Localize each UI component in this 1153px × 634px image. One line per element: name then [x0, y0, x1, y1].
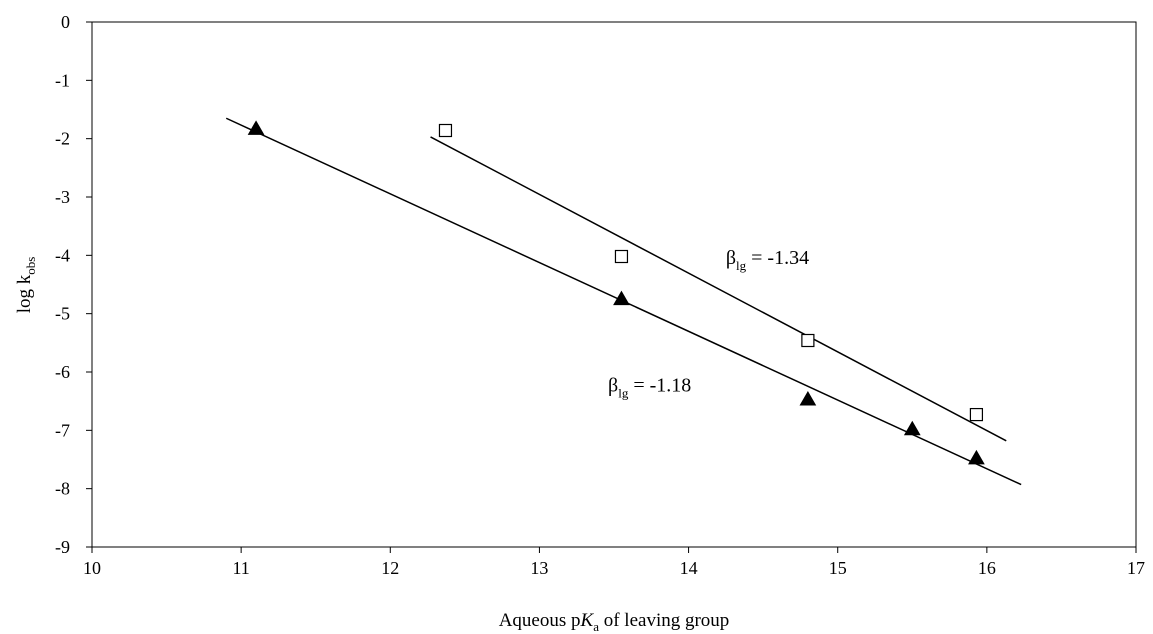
x-tick-label: 12	[381, 558, 399, 578]
plot-area	[91, 21, 1137, 548]
trendline-0	[430, 136, 1007, 442]
x-tick-label: 10	[83, 558, 101, 578]
axis-ticks: 10 11 12 13 14 15 16 17 0 -1 -2 -3 -4 -5 -6 -7 -8 -9	[55, 12, 1145, 578]
filled-triangle-point	[247, 120, 265, 135]
y-tick-label: -5	[55, 304, 70, 324]
filled-triangle-point	[903, 420, 921, 436]
open-square-point	[969, 407, 984, 422]
y-tick-label: -1	[55, 70, 70, 90]
x-axis-title: Aqueous pKa of leaving group	[499, 610, 730, 634]
x-tick-label: 14	[680, 558, 698, 578]
x-tick-label: 15	[829, 558, 847, 578]
data-points	[247, 120, 985, 465]
y-tick-label: -4	[55, 245, 70, 265]
x-tick-label: 17	[1127, 558, 1145, 578]
y-tick-label: -2	[55, 129, 70, 149]
beta-value: = -1.18	[628, 374, 691, 396]
beta-value: = -1.34	[746, 247, 809, 269]
open-square-point	[438, 123, 453, 138]
x-tick-label: 16	[978, 558, 996, 578]
filled-triangle-point	[968, 449, 985, 465]
beta-annotation: βlg = -1.18	[608, 374, 691, 400]
filled-triangle-point	[799, 390, 817, 406]
y-tick-label: -7	[55, 420, 70, 440]
open-square-point	[614, 249, 629, 264]
y-axis-title: log kobs	[14, 257, 38, 314]
y-tick-label: -8	[55, 479, 70, 499]
x-tick-label: 13	[530, 558, 548, 578]
open-square-point	[801, 333, 815, 348]
y-tick-label: -6	[55, 362, 70, 382]
beta-subscript: lg	[618, 385, 629, 400]
y-tick-label: -9	[55, 537, 70, 557]
y-tick-label: 0	[61, 12, 70, 32]
y-tick-label: -3	[55, 187, 70, 207]
beta-symbol: β	[726, 247, 736, 269]
x-tick-label: 11	[232, 558, 249, 578]
beta-subscript: lg	[736, 258, 747, 273]
filled-triangle-point	[613, 290, 630, 306]
beta-annotation: βlg = -1.34	[726, 247, 809, 273]
beta-symbol: β	[608, 374, 618, 396]
